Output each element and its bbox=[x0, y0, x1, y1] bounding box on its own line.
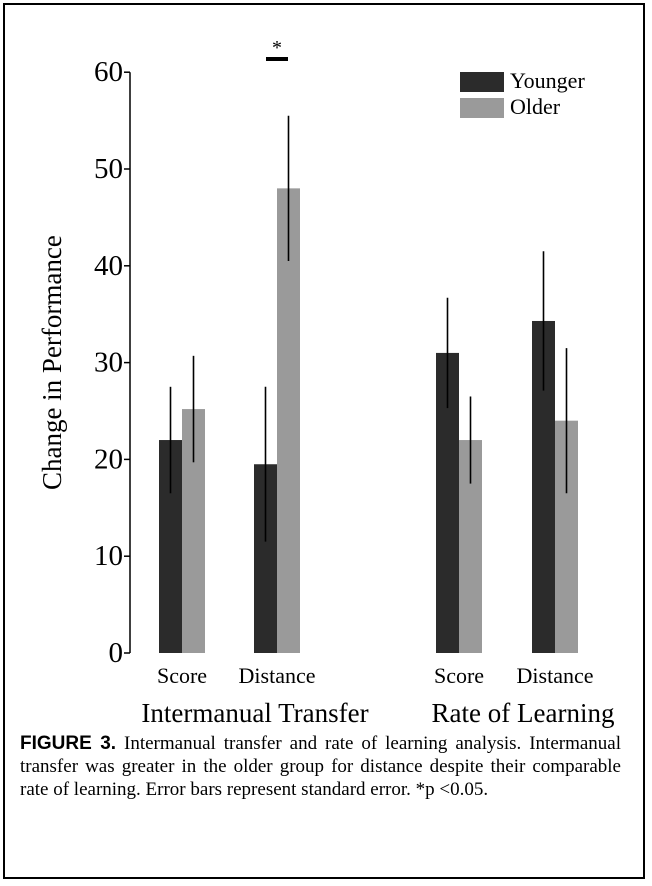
legend-label-younger: Younger bbox=[510, 68, 585, 93]
figure-caption: FIGURE 3. Intermanual transfer and rate … bbox=[20, 732, 621, 801]
x-category-label: Score bbox=[434, 663, 484, 688]
significance-marker: * bbox=[272, 37, 282, 59]
y-axis: 0 10 20 30 40 50 60 Change in Performance bbox=[37, 56, 131, 669]
x-group-label: Rate of Learning bbox=[432, 698, 615, 728]
x-axis-labels: Score Distance Intermanual Transfer Score Di… bbox=[141, 663, 614, 728]
y-tick-label: 50 bbox=[94, 153, 123, 185]
y-tick-label: 40 bbox=[94, 250, 123, 282]
legend-label-older: Older bbox=[510, 94, 561, 119]
bars bbox=[159, 115, 578, 654]
x-category-label: Distance bbox=[239, 663, 316, 688]
y-tick-label: 10 bbox=[94, 540, 123, 572]
y-axis-title: Change in Performance bbox=[37, 235, 67, 490]
bar-older bbox=[277, 188, 300, 654]
bar-older bbox=[459, 440, 482, 653]
bar-younger bbox=[254, 464, 277, 653]
y-tick-label: 30 bbox=[94, 347, 123, 379]
x-category-label: Score bbox=[157, 663, 207, 688]
bar-older bbox=[555, 420, 578, 653]
bar-older bbox=[182, 409, 205, 653]
legend-swatch-younger bbox=[460, 72, 504, 92]
caption-label: FIGURE 3. bbox=[20, 733, 117, 754]
legend-swatch-older bbox=[460, 98, 504, 118]
bar-younger bbox=[532, 320, 555, 653]
x-group-label: Intermanual Transfer bbox=[141, 698, 368, 728]
y-tick-label: 20 bbox=[94, 443, 123, 475]
y-tick-label: 60 bbox=[94, 56, 123, 88]
bar-younger bbox=[159, 440, 182, 653]
y-tick-label: 0 bbox=[109, 637, 124, 669]
x-category-label: Distance bbox=[517, 663, 594, 688]
annotations: * bbox=[266, 37, 288, 61]
caption-text: Intermanual transfer and rate of learnin… bbox=[20, 733, 621, 800]
bar-younger bbox=[436, 352, 459, 653]
